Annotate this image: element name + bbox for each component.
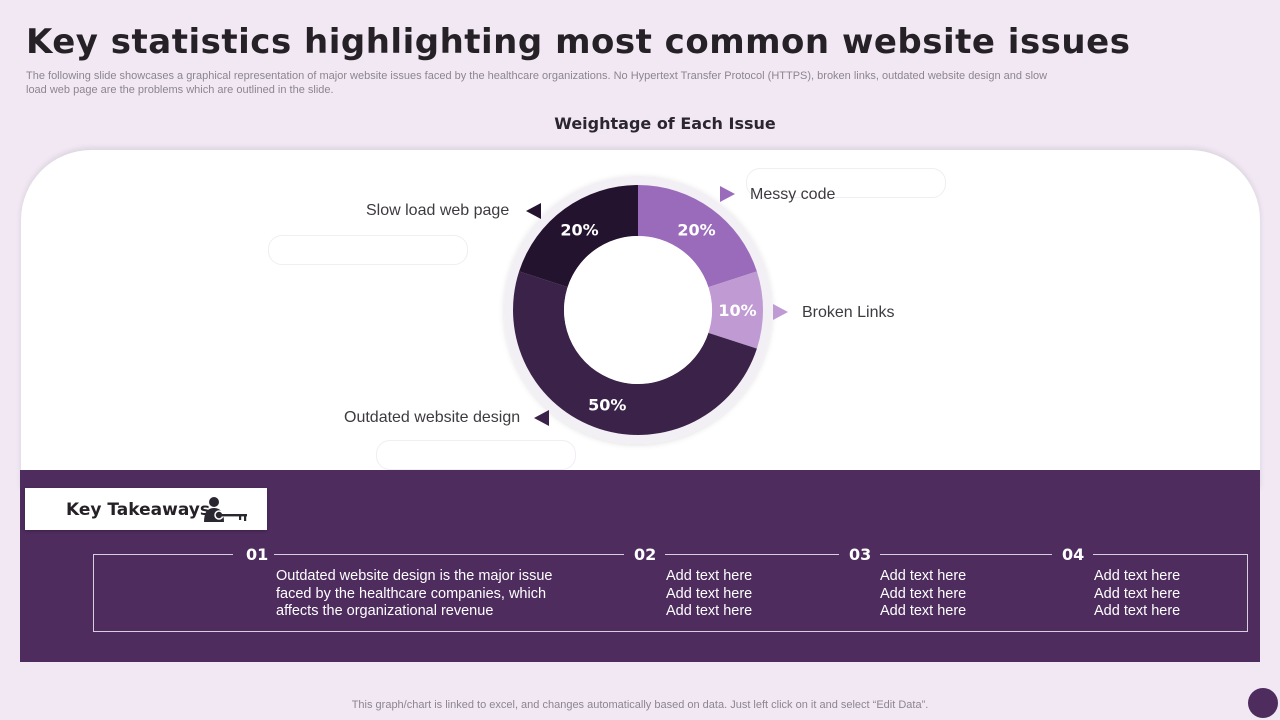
chart-title: Weightage of Each Issue [554,114,776,133]
takeaways-frame [93,554,1248,632]
callout-broken-links: Broken Links [802,304,895,321]
takeaway-line: Add text here [666,585,753,602]
decorative-pill [376,440,576,470]
callout-messy-code: Messy code [750,186,836,203]
slide-subtitle: The following slide showcases a graphica… [26,70,1048,96]
frame-top-line [1093,554,1247,555]
takeaway-line: Add text here [1094,585,1181,602]
footer-note: This graph/chart is linked to excel, and… [351,699,929,711]
slice-percent-label: 10% [718,301,756,320]
slice-percent-label: 20% [677,221,715,240]
takeaway-line: Add text here [1094,568,1181,584]
takeaway-text: Outdated website design is the major iss… [276,568,552,621]
callout-arrow-icon [720,186,735,202]
takeaway-line: Outdated website design is the major iss… [276,568,553,584]
takeaway-number: 02 [634,545,657,564]
takeaway-number: 01 [246,545,269,564]
frame-top-line [665,554,839,555]
key-takeaways-header: Key Takeaways [25,488,267,530]
callout-slow-load: Slow load web page [366,202,510,219]
callout-arrow-icon [526,203,541,219]
takeaway-number: 04 [1062,545,1085,564]
takeaway-line: affects the organizational revenue [276,603,494,619]
takeaway-line: Add text here [666,568,753,584]
donut-slice-outdated-website-design[interactable] [513,271,757,435]
takeaway-text: Add text here Add text here Add text her… [880,568,966,621]
person-key-icon [204,497,247,522]
takeaway-text: Add text here Add text here Add text her… [1094,568,1180,621]
donut-slice-broken-links[interactable] [708,271,764,349]
takeaway-line: Add text here [880,603,967,619]
callout-arrow-icon [534,410,549,426]
decorative-pill [268,235,468,265]
corner-decoration [1248,688,1278,718]
donut-hole [564,236,712,384]
frame-top-line [93,554,233,555]
frame-top-line [880,554,1052,555]
callout-outdated-design: Outdated website design [344,409,521,426]
takeaway-line: Add text here [880,585,967,602]
key-takeaways-title: Key Takeaways [66,500,210,520]
donut-slice-slow-load-web-page[interactable] [519,185,638,288]
takeaway-number: 03 [849,545,872,564]
frame-top-line [274,554,624,555]
donut-slice-messy-code[interactable] [638,185,757,288]
takeaway-line: faced by the healthcare companies, which [276,585,547,602]
callout-arrow-icon [773,304,788,320]
takeaway-line: Add text here [666,603,753,619]
slice-percent-label: 50% [588,396,626,415]
slide-title: Key statistics highlighting most common … [26,22,1131,62]
takeaway-line: Add text here [1094,603,1181,619]
slice-percent-label: 20% [560,221,598,240]
decorative-pill [746,168,946,198]
takeaway-line: Add text here [880,568,967,584]
takeaway-text: Add text here Add text here Add text her… [666,568,752,621]
